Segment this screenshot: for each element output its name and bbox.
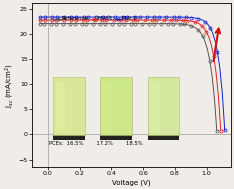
Legend: Reference, MAI 1, MAI 2: Reference, MAI 1, MAI 2 [52, 14, 139, 23]
Y-axis label: J$_{sc}$ (mA/cm$^{2}$): J$_{sc}$ (mA/cm$^{2}$) [4, 63, 16, 108]
X-axis label: Voltage (V): Voltage (V) [112, 179, 150, 186]
Text: PCEs:  16.5%        17.2%        18.5%: PCEs: 16.5% 17.2% 18.5% [49, 141, 143, 146]
